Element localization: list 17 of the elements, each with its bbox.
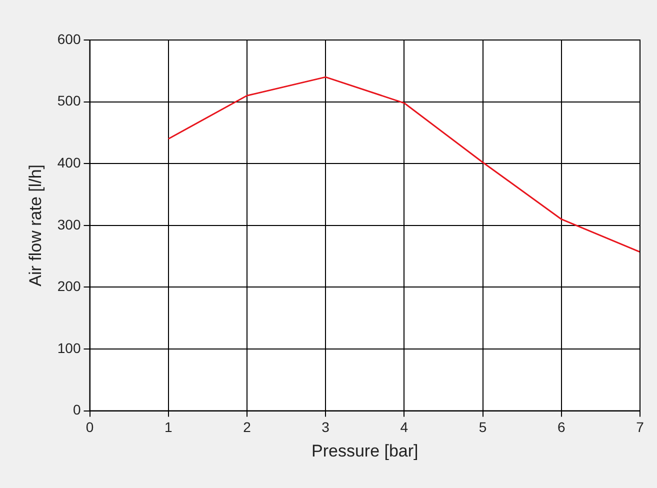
y-axis-title: Air flow rate [l/h] [26,164,45,286]
x-tick-label: 4 [400,419,408,436]
x-tick-label: 5 [478,419,487,436]
y-tick-label: 200 [57,278,81,294]
y-tick-label: 600 [57,30,81,47]
x-tick-label: 2 [243,419,252,436]
x-tick-label: 3 [322,419,330,436]
x-axis-title: Pressure [bar] [311,441,418,460]
x-tick-label: 6 [557,419,566,436]
y-tick-label: 300 [57,216,81,232]
x-tick-label: 1 [164,419,172,436]
y-tick-label: 100 [57,340,81,356]
y-tick-label: 400 [57,154,81,170]
y-tick-label: 500 [57,92,81,109]
y-tick-label: 0 [72,402,81,418]
x-tick-label: 0 [86,419,94,436]
x-tick-label: 7 [636,419,644,436]
